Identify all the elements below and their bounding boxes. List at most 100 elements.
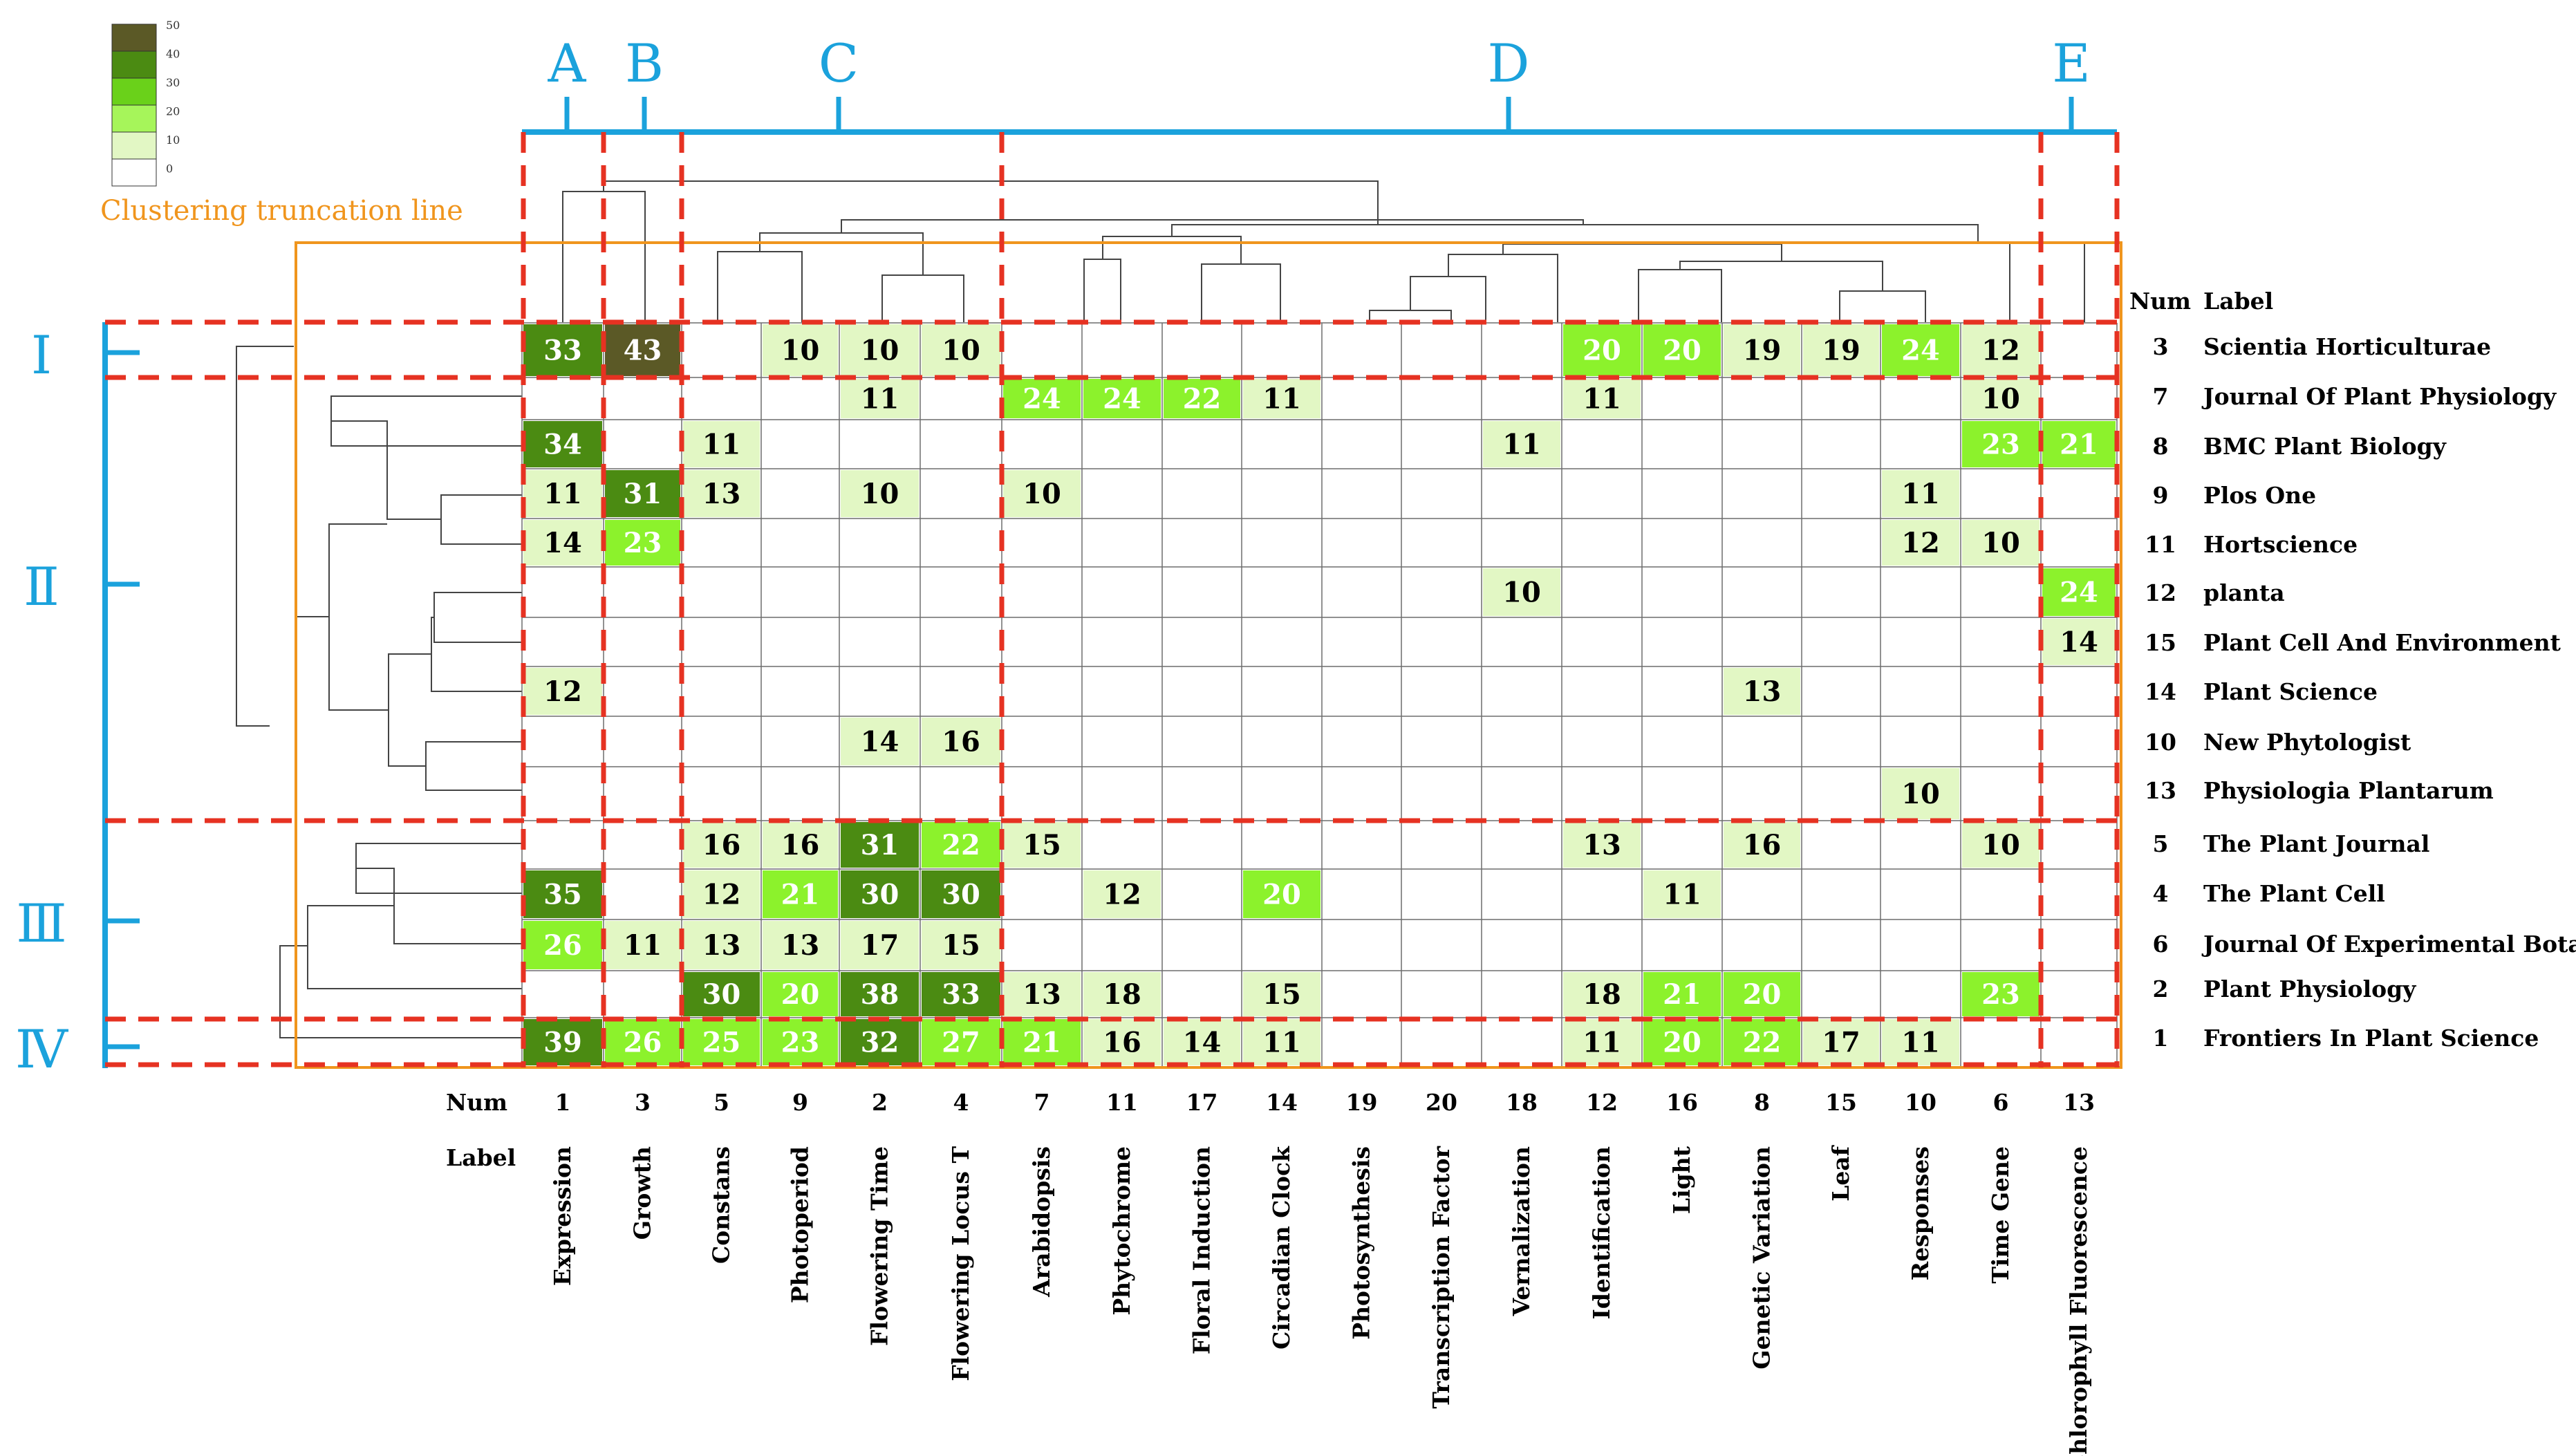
dendrogram-branch <box>295 449 329 617</box>
heatmap-cell <box>1003 822 1081 868</box>
cluster-dash-lines <box>105 132 2120 1067</box>
heatmap-cell <box>1243 379 1320 418</box>
legend-swatch <box>111 50 157 79</box>
heatmap-cell <box>1643 972 1721 1016</box>
cell-value: 11 <box>1502 429 1541 461</box>
cell-value: 24 <box>1901 335 1940 367</box>
legend-tick: 0 <box>166 162 173 176</box>
row-label: BMC Plant Biology <box>2203 433 2447 460</box>
cell-value: 13 <box>702 478 741 510</box>
cell-value: 21 <box>2060 429 2098 461</box>
heatmap-cell <box>683 1019 760 1065</box>
cell-value: 11 <box>1901 1027 1940 1059</box>
row-label: Scientia Horticulturae <box>2203 333 2491 360</box>
dendrogram-branch <box>236 346 294 727</box>
column-group-label: E <box>2052 32 2090 94</box>
cell-value: 11 <box>1583 1027 1621 1059</box>
column-num-header: Num <box>446 1089 507 1116</box>
heatmap-cell <box>1962 520 2040 566</box>
cell-value: 33 <box>543 335 582 367</box>
cell-value: 11 <box>861 383 899 416</box>
heatmap-cell <box>1724 324 1800 376</box>
dendrogram-branch <box>1410 276 1486 322</box>
legend-swatch <box>111 77 157 106</box>
cell-value: 20 <box>1583 335 1621 367</box>
heatmap-cells: 33 43 10 10 10 20 20 19 19 24 12 11 24 24 22 11 11 10 34 11… <box>523 324 2116 1065</box>
heatmap-cell <box>1483 421 1560 467</box>
row-num: 2 <box>2153 976 2169 1002</box>
legend-tick: 20 <box>166 105 180 118</box>
row-group-label: Ⅲ <box>16 893 66 954</box>
heatmap-cell <box>1563 972 1641 1016</box>
cell-value: 21 <box>1663 978 1701 1011</box>
heatmap-grid <box>521 322 2118 1067</box>
heatmap-cell <box>1164 379 1240 418</box>
dendrogram-branch <box>1201 263 1281 322</box>
cell-value: 11 <box>1663 879 1701 911</box>
heatmap-cell <box>1563 379 1641 418</box>
dendrogram-branch <box>1502 243 1782 261</box>
cell-value: 22 <box>942 829 980 861</box>
dendrogram-branch <box>328 523 389 711</box>
cell-value: 26 <box>624 1027 662 1059</box>
heatmap-cell <box>683 921 760 969</box>
cell-value: 23 <box>624 527 662 559</box>
cell-value: 15 <box>942 929 980 962</box>
heatmap-cell <box>683 421 760 467</box>
dendrogram-branch <box>440 494 522 545</box>
cell-value: 10 <box>1023 478 1061 510</box>
cell-value: 18 <box>1103 978 1141 1011</box>
heatmap-cell <box>1643 870 1721 918</box>
column-num: 4 <box>953 1089 969 1116</box>
heatmap-cell <box>1724 972 1800 1016</box>
cell-value: 31 <box>624 478 662 510</box>
heatmap-cell <box>763 870 838 918</box>
dendrogram-branch <box>388 653 431 767</box>
heatmap-cell <box>922 972 1000 1016</box>
cell-value: 15 <box>1262 978 1301 1011</box>
column-num: 19 <box>1346 1089 1378 1116</box>
cell-value: 30 <box>702 978 741 1011</box>
heatmap-cell <box>763 822 838 868</box>
row-num: 8 <box>2153 433 2169 460</box>
heatmap-cell <box>605 520 680 566</box>
heatmap-cell <box>1724 668 1800 715</box>
heatmap-cell <box>763 921 838 969</box>
column-num: 10 <box>1905 1089 1936 1116</box>
row-num: 5 <box>2153 830 2169 857</box>
dendrogram-branch <box>1083 259 1121 322</box>
cell-value: 39 <box>543 1027 582 1059</box>
heatmap-cell <box>1962 324 2040 376</box>
column-label: Responses <box>1907 1146 1934 1280</box>
cell-value: 43 <box>624 335 662 367</box>
cell-value: 12 <box>702 879 741 911</box>
heatmap-cell <box>841 1019 919 1065</box>
dendrogram-branch <box>2009 241 2085 322</box>
heatmap-cell <box>1882 1019 1959 1065</box>
cell-value: 16 <box>702 829 741 861</box>
cell-value: 34 <box>543 429 582 461</box>
column-label: Photosynthesis <box>1348 1146 1375 1340</box>
cell-value: 16 <box>942 726 980 758</box>
cell-value: 20 <box>1663 1027 1701 1059</box>
heatmap-cell <box>1083 379 1161 418</box>
cell-value: 16 <box>1743 829 1782 861</box>
column-num: 1 <box>555 1089 571 1116</box>
heatmap-cell <box>605 470 680 517</box>
dendrogram-branch <box>603 180 1379 225</box>
column-label: Phytochrome <box>1108 1146 1135 1316</box>
row-label: The Plant Journal <box>2203 830 2429 857</box>
heatmap-cell <box>523 324 602 376</box>
heatmap-cell <box>1243 870 1320 918</box>
row-num: 14 <box>2145 678 2176 705</box>
cell-value: 11 <box>702 429 741 461</box>
cell-value: 20 <box>1663 335 1701 367</box>
column-num: 11 <box>1106 1089 1138 1116</box>
dendrogram-branch <box>717 251 803 322</box>
column-label: Flowering Locus T <box>947 1146 974 1381</box>
heatmap-cell <box>841 921 919 969</box>
cell-value: 10 <box>861 335 899 367</box>
row-num: 15 <box>2145 629 2176 656</box>
cell-value: 19 <box>1822 335 1860 367</box>
color-legend: 50 40 30 20 10 0 <box>111 19 180 187</box>
